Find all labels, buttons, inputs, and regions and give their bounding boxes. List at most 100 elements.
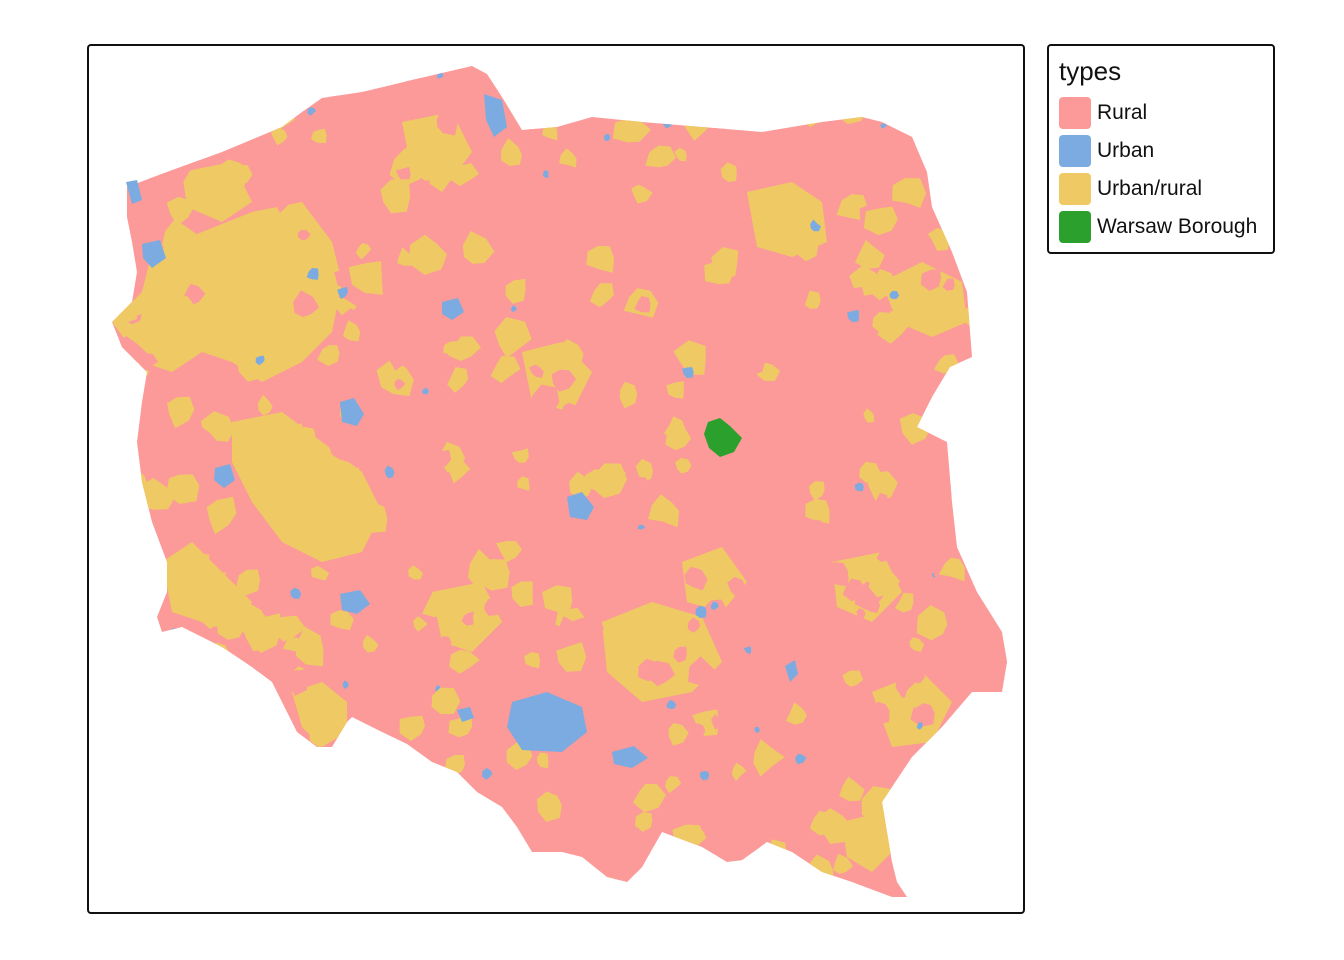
urban-rural-municipality [112,120,145,157]
rural-municipality [612,145,638,171]
urban-rural-region-carpathian [842,812,892,872]
rural-municipality [876,85,895,102]
urban-municipality [482,768,493,780]
urban-rural-municipality [612,118,651,143]
rural-municipality [459,852,478,873]
urban-rural-municipality [501,138,522,166]
urban-rural-municipality [631,184,653,204]
rural-municipality [529,364,544,378]
rural-municipality [138,809,167,840]
urban-rural-municipality [511,581,533,607]
rural-municipality [112,612,124,638]
urban-region-poznan [340,398,364,426]
rural-municipality [876,492,888,512]
rural-municipality [570,301,584,317]
rural-municipality [326,179,347,198]
urban-municipality [255,355,265,366]
urban-region-szczecin [142,240,166,268]
urban-municipality [603,134,611,142]
urban-rural-municipality [409,234,447,275]
rural-municipality [972,855,987,868]
urban-rural-municipality [355,243,372,260]
rural-municipality [802,553,822,576]
urban-rural-municipality [692,709,720,736]
urban-rural-municipality [675,458,692,474]
rural-municipality [757,134,779,156]
urban-rural-municipality [229,797,241,808]
urban-rural-municipality [536,752,549,769]
rural-municipality [270,838,286,856]
urban-rural-municipality [188,553,211,577]
rural-municipality [920,268,941,291]
rural-municipality [980,385,991,400]
rural-municipality [746,377,759,392]
urban-rural-municipality [410,797,437,827]
urban-rural-municipality [999,492,1007,512]
urban-rural-region-central-west [232,412,382,562]
rural-municipality [538,254,548,264]
urban-rural-municipality [167,396,195,429]
rural-municipality [687,617,701,633]
rural-municipality [781,67,812,94]
rural-municipality [792,73,812,101]
urban-rural-municipality [244,612,276,652]
rural-municipality [738,66,765,91]
urban-rural-municipality [950,384,966,401]
rural-municipality [682,302,715,333]
rural-municipality [484,598,503,616]
rural-municipality [331,787,347,802]
urban-rural-municipality [206,572,226,593]
rural-municipality [970,535,986,551]
urban-rural-municipality [362,634,379,653]
rural-municipality [773,285,793,308]
rural-municipality [596,212,610,222]
rural-municipality [827,192,842,211]
urban-municipality [290,587,302,599]
rural-municipality [790,523,817,550]
urban-rural-municipality [134,126,175,159]
rural-municipality [778,727,795,741]
legend-label-urban-rural: Urban/rural [1097,177,1203,200]
urban-municipality [306,268,319,280]
rural-municipality [627,517,646,537]
urban-region-zielona-gora [214,464,235,488]
rural-municipality [957,665,980,689]
urban-rural-municipality [206,496,237,535]
rural-municipality [482,420,499,434]
urban-rural-municipality [309,720,330,748]
urban-region-lodz [567,492,594,520]
urban-rural-municipality [450,163,479,187]
map-legend: types Rural Urban Urban/rural Warsaw Bor… [1047,44,1275,254]
rural-municipality [833,225,858,247]
urban-rural-municipality [260,93,281,115]
urban-rural-municipality [863,206,898,236]
urban-rural-municipality [842,670,864,687]
rural-municipality [626,94,637,107]
rural-municipality [638,658,658,681]
rural-municipality [797,743,808,755]
rural-municipality [647,850,668,869]
rural-municipality [856,608,866,619]
urban-rural-municipality [583,876,613,897]
rural-municipality [148,121,162,138]
urban-municipality [118,633,131,646]
rural-municipality [873,194,890,210]
rural-municipality [816,545,828,555]
urban-rural-municipality [418,140,449,177]
legend-label-rural: Rural [1097,101,1148,124]
poland-shape [112,66,1007,897]
urban-rural-municipality [648,494,680,528]
urban-rural-municipality [367,764,390,791]
urban-rural-municipality [277,423,307,451]
urban-rural-municipality [715,861,752,897]
urban-rural-municipality [422,592,448,617]
urban-rural-municipality [497,848,517,867]
rural-municipality [582,399,602,418]
rural-municipality [823,322,835,337]
rural-municipality [877,536,892,547]
urban-rural-municipality [948,225,967,246]
urban-rural-municipality [983,341,1007,382]
urban-rural-municipality [634,812,653,832]
urban-rural-municipality [511,448,529,463]
urban-rural-municipality [211,116,243,147]
